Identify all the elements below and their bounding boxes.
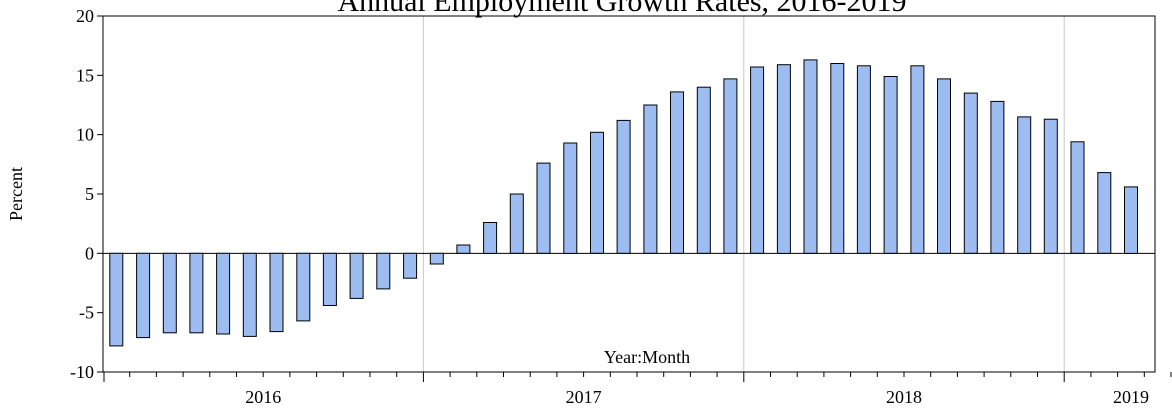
- bar-2019:01: [1070, 141, 1085, 254]
- bar-2018:09: [963, 92, 978, 254]
- bar-2016:01: [109, 252, 124, 347]
- chart-title: Annual Employment Growth Rates, 2016-201…: [337, 0, 906, 18]
- bar-2016:09: [322, 252, 337, 307]
- bar-2016:07: [269, 252, 284, 333]
- bar-2016:05: [216, 252, 231, 335]
- y-tick-label: 20: [76, 6, 94, 26]
- x-year-label-2018: 2018: [886, 387, 922, 407]
- bar-2016:06: [242, 252, 257, 337]
- x-year-label-2016: 2016: [245, 387, 281, 407]
- bar-2018:01: [750, 66, 765, 254]
- bar-2016:11: [376, 252, 391, 290]
- bar-2016:03: [162, 252, 177, 334]
- axes: -10 -5 0 5 10 15 20 2016 2017 2018 2019: [70, 6, 1172, 407]
- bar-2017:10: [670, 91, 684, 254]
- bar-2018:05: [856, 65, 871, 254]
- bar-2019:02: [1097, 172, 1112, 254]
- bar-2017:05: [536, 162, 551, 254]
- bar-2016:08: [296, 252, 311, 322]
- bar-2017:07: [590, 131, 604, 254]
- x-year-label-2019: 2019: [1113, 387, 1149, 407]
- bar-2019:03: [1124, 186, 1138, 254]
- y-tick-label: 0: [85, 243, 94, 263]
- bar-2016:04: [189, 252, 204, 334]
- bar-2018:11: [1017, 116, 1032, 254]
- y-axis-label: Percent: [6, 167, 26, 221]
- bar-2017:03: [483, 222, 498, 254]
- y-tick-label: -10: [70, 362, 94, 382]
- y-tick-label: 15: [76, 65, 94, 85]
- bar-2018:02: [776, 64, 791, 254]
- bar-2017:01: [429, 252, 444, 265]
- bar-2018:03: [803, 59, 818, 254]
- x-axis-label: Year:Month: [604, 347, 690, 367]
- y-tick-label: 5: [85, 184, 94, 204]
- bar-2017:04: [509, 193, 524, 254]
- bar-2018:08: [937, 78, 951, 254]
- y-tick-label: 10: [76, 125, 94, 145]
- bar-2016:10: [349, 252, 364, 299]
- bar-2017:02: [456, 244, 471, 254]
- bar-2017:06: [563, 142, 578, 254]
- bar-2018:04: [830, 63, 845, 254]
- bar-2017:08: [616, 119, 631, 254]
- bar-2017:11: [696, 86, 711, 254]
- bar-2016:02: [136, 252, 151, 339]
- bars-group: [109, 59, 1138, 347]
- bar-2017:09: [643, 104, 658, 254]
- bar-2018:12: [1043, 118, 1058, 254]
- y-tick-label: -5: [79, 303, 94, 323]
- bar-2016:12: [403, 252, 418, 279]
- bar-2018:07: [910, 65, 925, 254]
- x-year-label-2017: 2017: [566, 387, 602, 407]
- bar-2018:06: [883, 76, 898, 254]
- bar-2018:10: [990, 100, 1005, 254]
- bar-2017:12: [723, 78, 738, 254]
